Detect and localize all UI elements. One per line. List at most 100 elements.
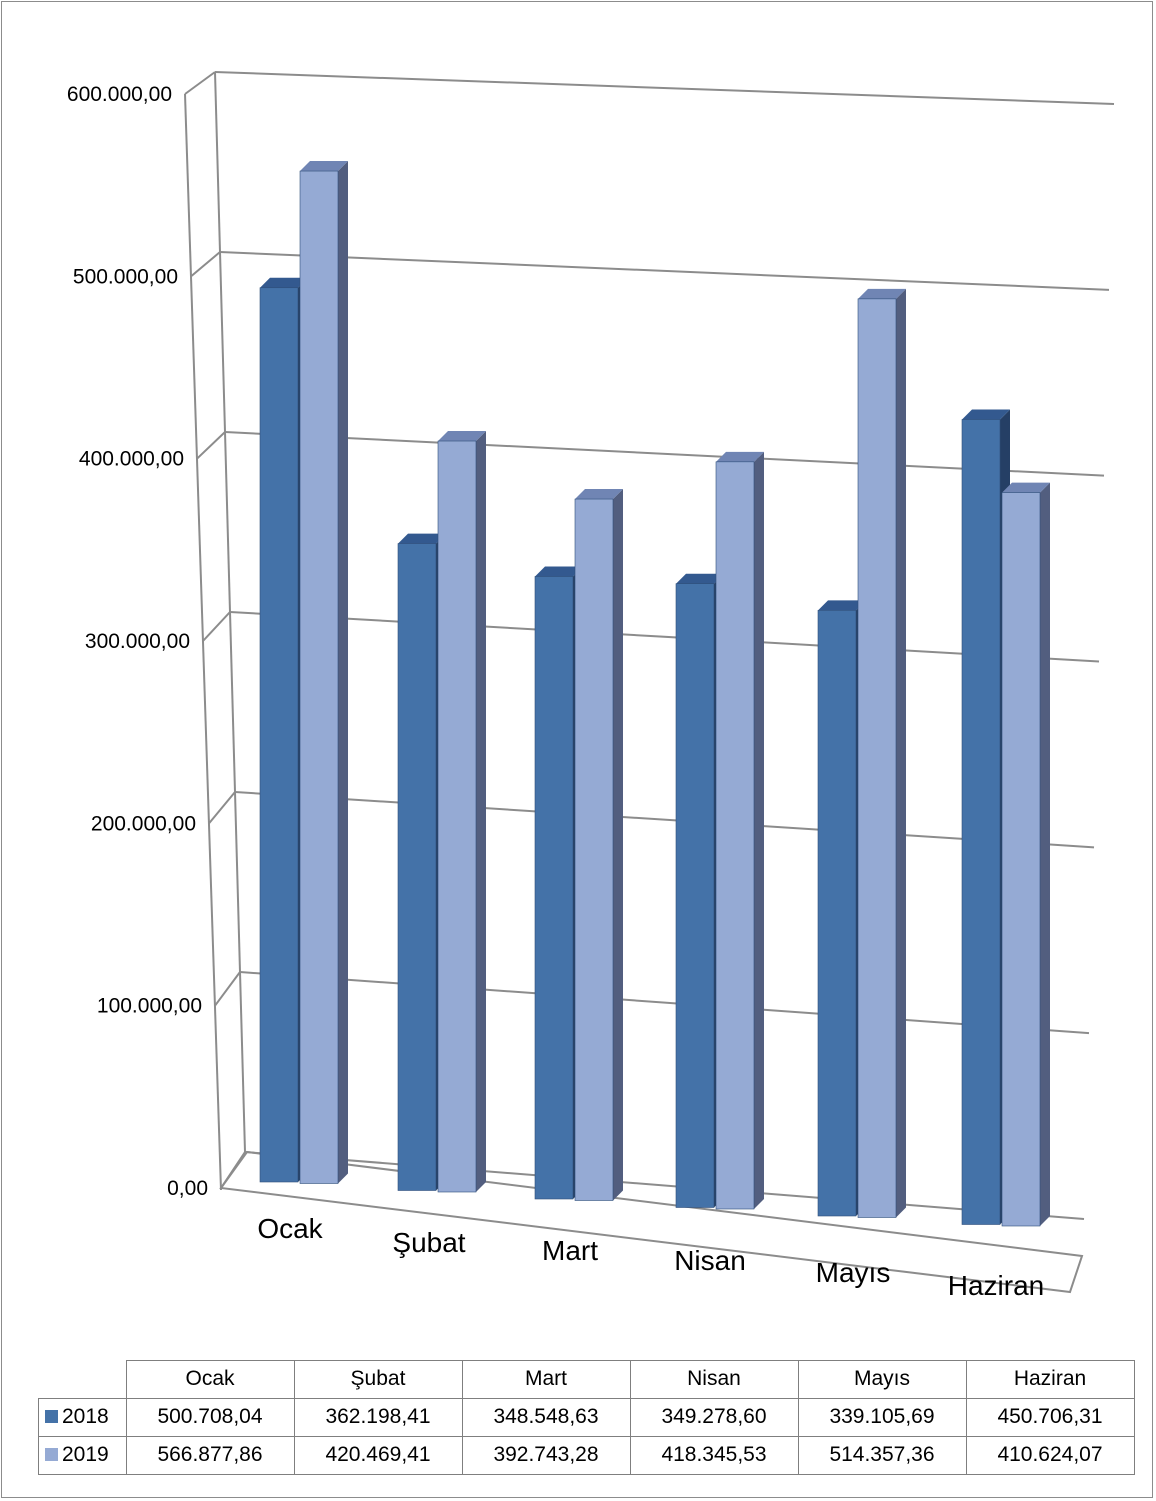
x-tick-label: Şubat: [392, 1227, 465, 1258]
side-gridline: [202, 611, 231, 642]
bar-2019-Ocak: [299, 161, 348, 1184]
bars: [259, 161, 1050, 1227]
side-wall-edge: [184, 93, 222, 1191]
table-column-header: Mart: [461, 1360, 631, 1399]
y-tick-label: 300.000,00: [85, 630, 190, 653]
bar-front: [299, 170, 339, 1184]
legend-label: 2018: [62, 1405, 109, 1428]
table-header-row: Ocak Şubat Mart Nisan Mayıs Haziran: [38, 1360, 1135, 1399]
gridline: [244, 1151, 1085, 1220]
bar-front: [817, 610, 857, 1217]
table-column-header: Şubat: [293, 1360, 463, 1399]
x-tick-label: Mayıs: [816, 1257, 891, 1288]
table-column-header: Ocak: [125, 1360, 295, 1399]
table-cell: 410.624,07: [965, 1435, 1135, 1475]
bar-side: [338, 161, 348, 1184]
bar-top: [575, 489, 623, 500]
bar-front: [574, 498, 614, 1201]
table-column-header: Mayıs: [797, 1360, 967, 1399]
gridline: [234, 791, 1095, 849]
bar-front: [397, 543, 437, 1191]
bar-side: [754, 451, 764, 1210]
table-cell: 339.105,69: [797, 1397, 967, 1437]
bar-top: [1002, 482, 1050, 493]
bar-front: [961, 419, 1001, 1225]
bar-2019-Mayıs: [857, 288, 906, 1218]
bar-2019-Haziran: [1001, 482, 1050, 1227]
bar-2019-Mart: [574, 489, 623, 1201]
legend-entry: 2019: [38, 1435, 127, 1475]
bar-front: [534, 576, 574, 1200]
table-cell: 420.469,41: [293, 1435, 463, 1475]
table-cell: 514.357,36: [797, 1435, 967, 1475]
bar-top: [300, 161, 348, 172]
gridline: [239, 971, 1090, 1035]
y-tick-label: 600.000,00: [67, 83, 172, 106]
x-tick-label: Haziran: [948, 1270, 1044, 1301]
side-gridline: [208, 791, 236, 824]
bar-front: [675, 583, 715, 1208]
table-row: 2019 566.877,86 420.469,41 392.743,28 418.34…: [38, 1435, 1135, 1475]
side-gridline: [190, 251, 221, 278]
chart-floor: [219, 1150, 1084, 1294]
table-column-header: Nisan: [629, 1360, 799, 1399]
y-tick-label: 100.000,00: [97, 995, 202, 1018]
x-tick-label: Ocak: [257, 1213, 323, 1244]
table-cell: 392.743,28: [461, 1435, 631, 1475]
bar-side: [1040, 482, 1050, 1227]
x-tick-label: Mart: [542, 1235, 598, 1266]
bar-side: [613, 489, 623, 1201]
gridlines: [184, 71, 1115, 1220]
bar-front: [715, 461, 755, 1210]
bar-top: [398, 533, 446, 544]
bar-front: [259, 287, 299, 1183]
bar-side: [476, 431, 486, 1192]
table-row: 2018 500.708,04 362.198,41 348.548,63 349.27…: [38, 1397, 1135, 1437]
x-axis-labels: Ocak Şubat Mart Nisan Mayıs Haziran: [257, 1213, 1044, 1301]
legend-label: 2019: [62, 1443, 109, 1466]
bar-top: [818, 600, 866, 611]
bar-2019-Nisan: [715, 451, 764, 1210]
table-cell: 349.278,60: [629, 1397, 799, 1437]
table-cell: 450.706,31: [965, 1397, 1135, 1437]
side-gridline: [220, 1151, 246, 1189]
y-tick-label: 0,00: [167, 1177, 208, 1200]
table-cell: 566.877,86: [125, 1435, 295, 1475]
y-tick-label: 200.000,00: [91, 812, 196, 835]
bar-side: [896, 288, 906, 1218]
bar-top: [676, 573, 724, 584]
x-tick-label: Nisan: [674, 1245, 746, 1276]
bar-top: [535, 566, 583, 577]
y-tick-label: 400.000,00: [79, 448, 184, 471]
gridline: [229, 611, 1100, 663]
side-gridline: [184, 71, 216, 95]
gridline: [214, 71, 1115, 105]
bar-top: [962, 409, 1010, 420]
bar-front: [857, 298, 897, 1218]
gridline: [224, 431, 1105, 477]
legend-entry: 2018: [38, 1397, 127, 1437]
bar-top: [858, 288, 906, 299]
bar-top: [438, 431, 486, 442]
bar-2019-Şubat: [437, 431, 486, 1193]
bar-top: [716, 451, 764, 462]
bar-top: [260, 277, 308, 288]
data-table: Ocak Şubat Mart Nisan Mayıs Haziran 2018 500.7…: [38, 1360, 1135, 1475]
table-cell: 362.198,41: [293, 1397, 463, 1437]
gridline: [219, 251, 1110, 291]
table-cell: 348.548,63: [461, 1397, 631, 1437]
table-corner: [38, 1360, 127, 1399]
bar-front: [1001, 492, 1041, 1227]
side-gridline: [196, 431, 226, 460]
y-axis-labels: 0,00 100.000,00 200.000,00 300.000,00 400.00…: [67, 83, 208, 1200]
table-column-header: Haziran: [965, 1360, 1135, 1399]
side-gridline: [214, 971, 241, 1007]
legend-swatch: [45, 1448, 58, 1461]
y-tick-label: 500.000,00: [73, 265, 178, 288]
table-cell: 418.345,53: [629, 1435, 799, 1475]
table-cell: 500.708,04: [125, 1397, 295, 1437]
legend-swatch: [45, 1410, 58, 1423]
bar-chart: 0,00 100.000,00 200.000,00 300.000,00 400.00…: [67, 71, 1115, 1301]
bar-front: [437, 440, 477, 1193]
